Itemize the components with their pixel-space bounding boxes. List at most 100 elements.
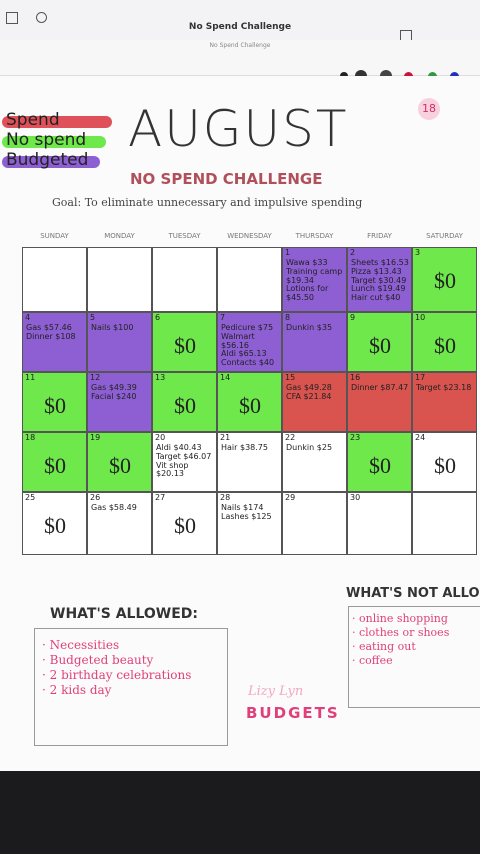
spending-entry: Gas $49.39 bbox=[91, 383, 137, 392]
calendar-cell: 6 $0 bbox=[152, 312, 217, 372]
cell-entries: Gas $49.39 Facial $240 bbox=[91, 383, 149, 402]
spending-entry: Walmart $56.16 bbox=[221, 331, 255, 350]
spending-entry: Hair $38.75 bbox=[221, 443, 268, 452]
spending-entry: Dinner $108 bbox=[26, 331, 76, 341]
toolbar: No Spend Challenge bbox=[0, 0, 480, 42]
calendar-cell bbox=[152, 247, 217, 312]
cell-entries: $0 bbox=[416, 259, 474, 293]
spending-entry: $0 bbox=[369, 453, 391, 478]
list-item: · coffee bbox=[352, 653, 393, 667]
day-number: 22 bbox=[285, 433, 296, 442]
spending-entry: $0 bbox=[109, 453, 131, 478]
spending-entry: Gas $57.46 bbox=[26, 323, 72, 332]
allowed-title: WHAT'S ALLOWED: bbox=[50, 606, 199, 622]
calendar-cell: 20 Aldi $40.43 Target $46.07 Vit shop $20.1… bbox=[152, 432, 217, 492]
day-number: 12 bbox=[90, 373, 101, 382]
spending-entry: Pedicure $75 bbox=[221, 323, 274, 332]
calendar-cell bbox=[217, 247, 282, 312]
calendar-cell: 17 Target $23.18 bbox=[412, 372, 477, 432]
day-number: 18 bbox=[25, 433, 36, 442]
weekday-label: WEDNESDAY bbox=[227, 232, 272, 240]
weekday-label: SATURDAY bbox=[426, 232, 463, 240]
calendar-cell: 9 $0 bbox=[347, 312, 412, 372]
calendar-cell: 2 Sheets $16.53 Pizza $13.43 Target $30.49 L… bbox=[347, 247, 412, 312]
spending-entry: $0 bbox=[174, 513, 196, 538]
cell-entries: $0 bbox=[351, 324, 409, 358]
toolbar-title: No Spend Challenge bbox=[188, 22, 292, 32]
calendar-cell: 1 Wawa $33 Training camp $19.34 Lotions for… bbox=[282, 247, 347, 312]
day-number: 21 bbox=[220, 433, 231, 442]
calendar-cell: 23 $0 bbox=[347, 432, 412, 492]
cell-entries: Sheets $16.53 Pizza $13.43 Target $30.49 Lu… bbox=[351, 258, 409, 303]
spending-entry: $0 bbox=[44, 513, 66, 538]
spending-entry: Nails $174 bbox=[221, 503, 264, 512]
calendar-cell: 18 $0 bbox=[22, 432, 87, 492]
calendar-cell: 10 $0 bbox=[412, 312, 477, 372]
calendar-cell bbox=[412, 492, 477, 555]
cell-entries: Dinner $87.47 bbox=[351, 383, 409, 393]
spending-entry: Dunkin $35 bbox=[286, 323, 333, 332]
list-item: · Necessities bbox=[42, 638, 120, 652]
calendar-cell: 24 $0 bbox=[412, 432, 477, 492]
logo-word: BUDGETS bbox=[246, 704, 340, 722]
day-number: 11 bbox=[25, 373, 36, 382]
spending-entry: Lotions for $45.50 bbox=[286, 284, 329, 303]
allowed-list: · Necessities · Budgeted beauty · 2 birthd… bbox=[42, 638, 191, 698]
spending-entry: Gas $49.28 bbox=[286, 383, 332, 392]
cell-entries: $0 bbox=[416, 444, 474, 478]
cell-entries: $0 bbox=[221, 384, 279, 418]
calendar-cell: 26 Gas $58.49 bbox=[87, 492, 152, 555]
list-item: · 2 birthday celebrations bbox=[42, 668, 192, 682]
spending-entry: Sheets $16.53 bbox=[351, 258, 409, 267]
cell-entries: Wawa $33 Training camp $19.34 Lotions for … bbox=[286, 258, 344, 303]
day-number: 6 bbox=[155, 313, 161, 322]
search-icon[interactable] bbox=[36, 12, 47, 23]
list-item: · eating out bbox=[352, 639, 416, 653]
spending-entry: Target $23.18 bbox=[416, 383, 472, 392]
page: Spend No spend Budgeted 18 AUGUST NO SPEND… bbox=[0, 76, 480, 771]
spending-entry: Nails $100 bbox=[91, 323, 134, 332]
spending-entry: $0 bbox=[369, 333, 391, 358]
list-item: · 2 kids day bbox=[42, 683, 112, 697]
cell-entries: Pedicure $75 Walmart $56.16 Aldi $65.13 Con… bbox=[221, 323, 279, 368]
spending-entry: Facial $240 bbox=[91, 391, 137, 401]
legend-swatch bbox=[2, 156, 100, 168]
spending-entry: Training camp $19.34 bbox=[286, 266, 343, 285]
day-number: 24 bbox=[415, 433, 426, 442]
spending-entry: Vit shop $20.13 bbox=[156, 460, 189, 479]
cell-entries: $0 bbox=[26, 384, 84, 418]
calendar-cell: 16 Dinner $87.47 bbox=[347, 372, 412, 432]
spending-entry: Dinner $87.47 bbox=[351, 383, 409, 392]
day-number: 28 bbox=[220, 493, 231, 502]
day-number: 7 bbox=[220, 313, 226, 322]
cell-entries: $0 bbox=[416, 324, 474, 358]
day-number: 17 bbox=[415, 373, 426, 382]
day-number: 2 bbox=[350, 248, 356, 257]
calendar-cell: 25 $0 bbox=[22, 492, 87, 555]
day-number: 16 bbox=[350, 373, 361, 382]
calendar-cell: 12 Gas $49.39 Facial $240 bbox=[87, 372, 152, 432]
spending-entry: Lunch $19.49 bbox=[351, 284, 406, 294]
weekday-label: SUNDAY bbox=[40, 232, 69, 240]
cell-entries: Nails $100 bbox=[91, 323, 149, 333]
spending-entry: Pizza $13.43 bbox=[351, 266, 402, 276]
cell-entries: $0 bbox=[91, 444, 149, 478]
cell-entries: Gas $57.46 Dinner $108 bbox=[26, 323, 84, 342]
spending-entry: Aldi $65.13 bbox=[221, 349, 267, 359]
calendar-cell: 11 $0 bbox=[22, 372, 87, 432]
cell-entries: $0 bbox=[26, 444, 84, 478]
list-item: · online shopping bbox=[352, 612, 448, 626]
spending-entry: $0 bbox=[44, 393, 66, 418]
spending-entry: CFA $21.84 bbox=[286, 391, 332, 401]
spending-entry: $0 bbox=[434, 453, 456, 478]
day-number: 14 bbox=[220, 373, 231, 382]
not-allowed-title: WHAT'S NOT ALLOWED bbox=[346, 586, 480, 601]
month-title: AUGUST bbox=[128, 100, 349, 158]
grid-icon[interactable] bbox=[6, 12, 18, 24]
weekday-label: TUESDAY bbox=[168, 232, 201, 240]
cell-entries: $0 bbox=[156, 324, 214, 358]
spending-entry: Gas $58.49 bbox=[91, 503, 137, 512]
cell-entries: Gas $49.28 CFA $21.84 bbox=[286, 383, 344, 402]
calendar-cell: 4 Gas $57.46 Dinner $108 bbox=[22, 312, 87, 372]
